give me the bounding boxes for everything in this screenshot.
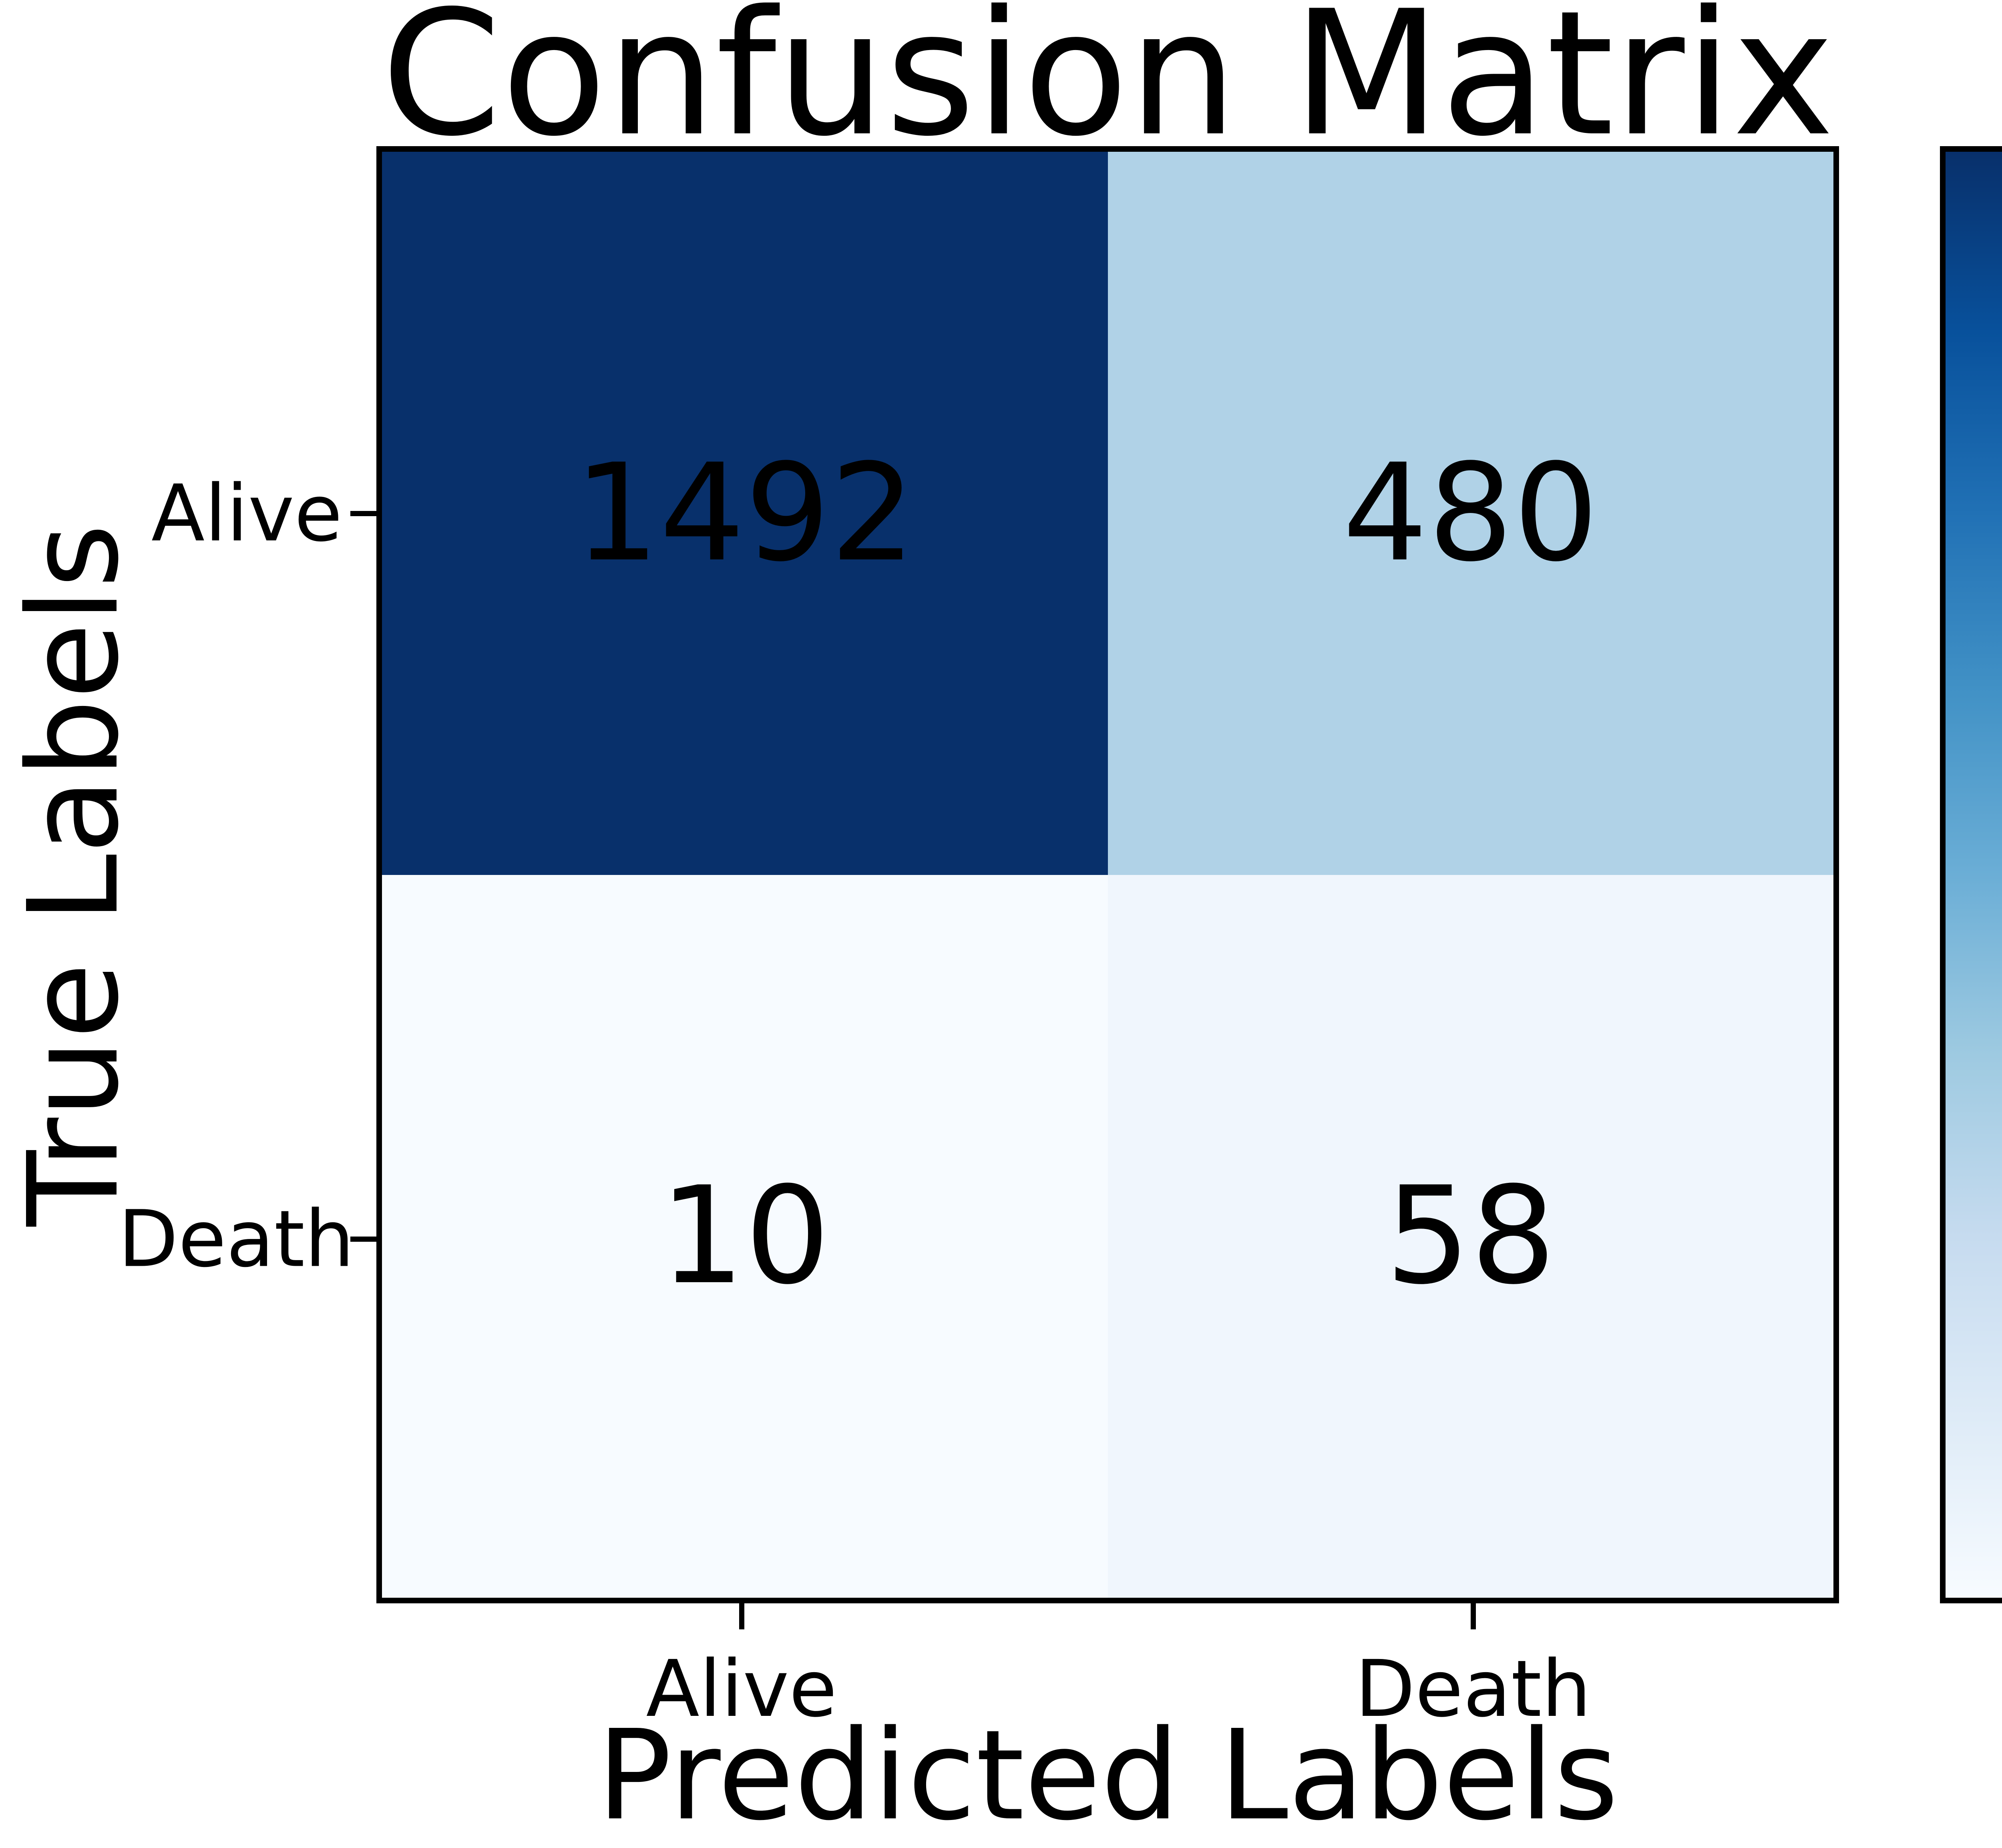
chart-title: Confusion Matrix	[381, 0, 1835, 174]
x-tick-label-alive: Alive	[646, 1643, 837, 1734]
colorbar	[1940, 146, 2002, 1603]
confusion-matrix-heatmap: 1492 480 10 58	[376, 146, 1839, 1603]
x-tick-label-death: Death	[1355, 1643, 1591, 1734]
cell-true-alive-pred-death: 480	[1108, 152, 1833, 875]
y-tick-mark-alive	[350, 511, 376, 516]
cell-true-alive-pred-alive: 1492	[382, 152, 1108, 875]
x-axis-label: Predicted Labels	[597, 1703, 1619, 1848]
y-axis-label: True Labels	[2, 523, 146, 1227]
y-tick-mark-death	[350, 1237, 376, 1242]
x-tick-mark-alive	[739, 1603, 744, 1629]
y-tick-label-alive: Alive	[151, 468, 342, 559]
cell-true-death-pred-alive: 10	[382, 875, 1108, 1598]
x-tick-mark-death	[1471, 1603, 1476, 1629]
y-tick-label-death: Death	[118, 1193, 354, 1285]
cell-true-death-pred-death: 58	[1108, 875, 1833, 1598]
